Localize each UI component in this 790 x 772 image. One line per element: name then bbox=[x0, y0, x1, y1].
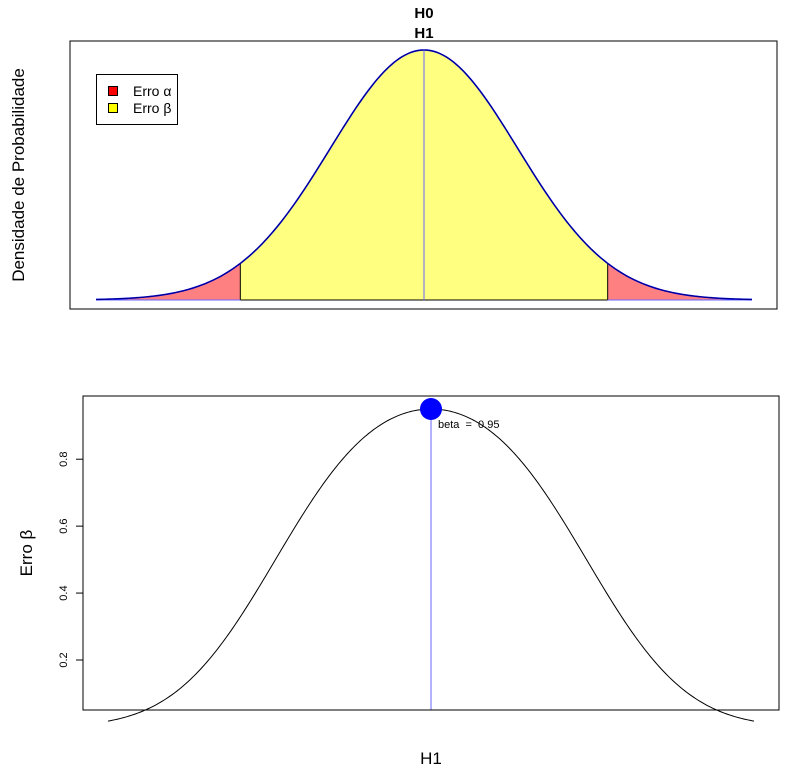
beta-panel: 0.2 0.4 0.6 0.8 Erro β H1 beta = 0.95 bbox=[17, 395, 780, 768]
beta-y-axis: 0.2 0.4 0.6 0.8 bbox=[58, 452, 84, 668]
legend-item-alpha: Erro α bbox=[108, 83, 171, 99]
density-plot-frame bbox=[69, 40, 778, 310]
beta-y-tick-label: 0.8 bbox=[58, 452, 70, 467]
legend-label-beta: Erro β bbox=[133, 100, 172, 116]
alpha-region-right bbox=[607, 263, 752, 300]
legend-label-alpha: Erro α bbox=[133, 83, 172, 99]
title-h0: H0 bbox=[414, 5, 433, 22]
density-panel: H0 H1 Densidade de Probabilidade bbox=[9, 5, 778, 310]
beta-annotation: beta = 0.95 bbox=[438, 419, 499, 431]
legend-swatch-alpha bbox=[108, 86, 118, 96]
beta-ylabel: Erro β bbox=[17, 529, 36, 576]
beta-highlight-point bbox=[420, 398, 442, 420]
alpha-region-left bbox=[96, 263, 241, 300]
beta-plot-area bbox=[107, 398, 755, 722]
density-legend: Erro α Erro β bbox=[96, 74, 178, 125]
density-plot-area bbox=[95, 49, 753, 301]
title-h1: H1 bbox=[414, 25, 433, 42]
density-ylabel: Densidade de Probabilidade bbox=[9, 68, 28, 282]
legend-swatch-beta bbox=[108, 103, 118, 113]
beta-xlabel: H1 bbox=[420, 749, 442, 768]
legend-item-beta: Erro β bbox=[108, 100, 171, 116]
beta-y-tick-label: 0.4 bbox=[58, 585, 70, 600]
beta-y-tick-label: 0.6 bbox=[58, 518, 70, 533]
beta-y-tick-label: 0.2 bbox=[58, 652, 70, 667]
